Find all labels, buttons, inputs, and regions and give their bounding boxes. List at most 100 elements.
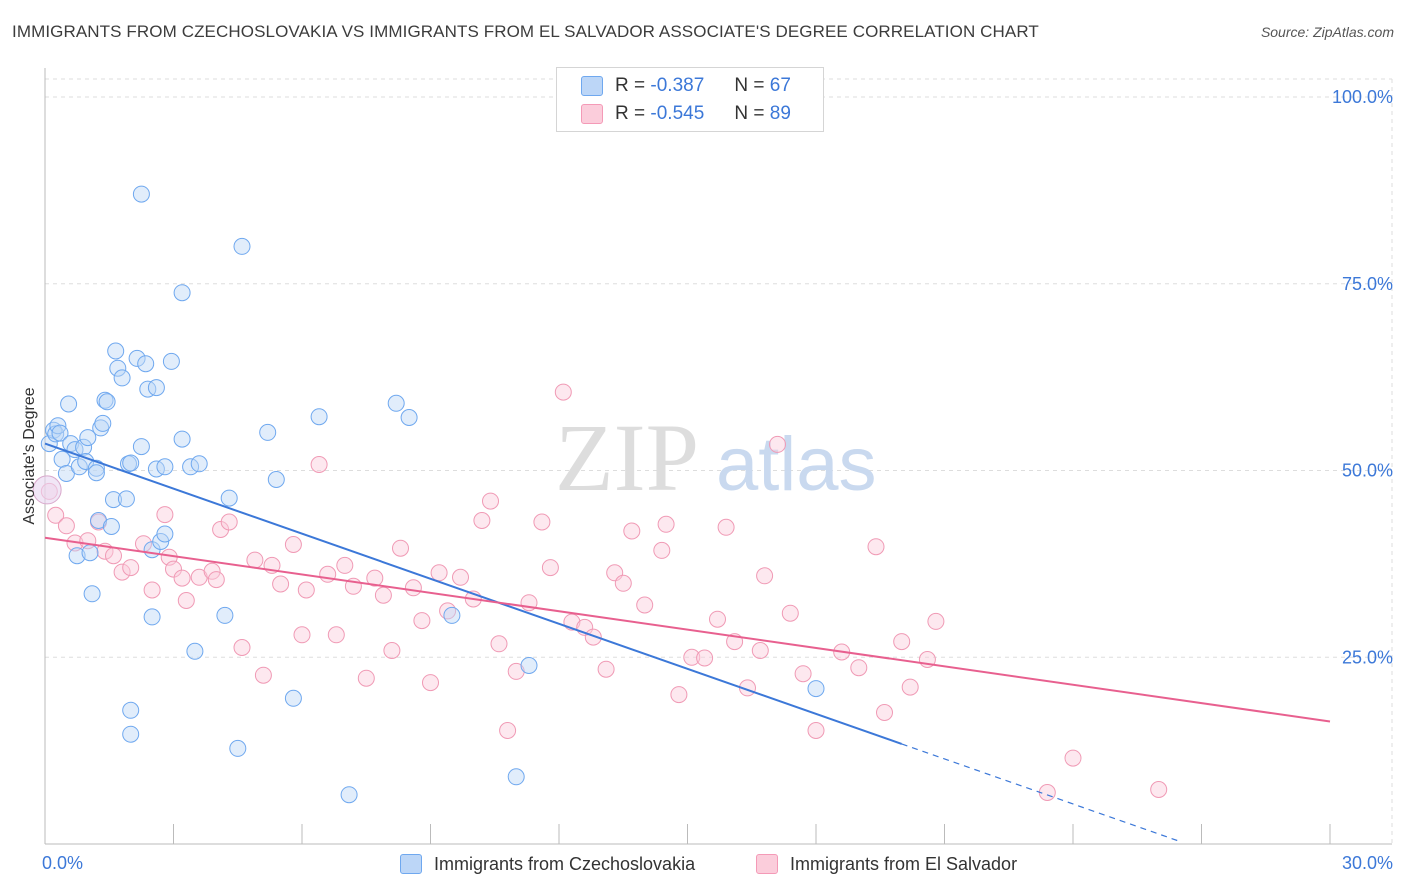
el-salvador-point xyxy=(422,674,439,692)
el-salvador-point xyxy=(272,575,290,593)
czechoslovakia-point xyxy=(143,608,161,626)
legend-row-el-salvador: R = -0.545 N = 89 xyxy=(557,100,791,128)
legend-n-value: 89 xyxy=(769,103,791,124)
czechoslovakia-point xyxy=(40,435,58,453)
y-axis-label: Associate's Degree xyxy=(21,387,38,524)
czechoslovakia-point xyxy=(68,547,86,565)
el-salvador-point xyxy=(207,571,225,589)
el-salvador-point xyxy=(310,456,328,473)
el-salvador-point xyxy=(1150,781,1168,798)
el-salvador-point xyxy=(297,581,315,599)
czechoslovakia-point xyxy=(132,438,150,456)
czechoslovakia-point xyxy=(128,349,146,367)
el-salvador-point xyxy=(404,579,422,597)
trend-lines xyxy=(44,442,1331,843)
bottom-legend-czechoslovakia: Immigrants from Czechoslovakia xyxy=(400,850,695,878)
series-czechoslovakia-points xyxy=(40,185,825,804)
el-salvador-point xyxy=(105,547,122,565)
czechoslovakia-point xyxy=(162,352,180,370)
czechoslovakia-point xyxy=(137,355,155,373)
el-salvador-point xyxy=(850,659,868,677)
el-salvador-point xyxy=(1064,749,1082,767)
el-salvador-point xyxy=(122,559,140,577)
el-salvador-point xyxy=(490,635,508,653)
el-salvador-point xyxy=(867,538,885,556)
czechoslovakia-point xyxy=(520,657,538,674)
el-salvador-point xyxy=(717,518,735,536)
czechoslovakia-point xyxy=(132,185,150,203)
legend-r-label: R = xyxy=(615,75,646,96)
el-salvador-point xyxy=(927,612,945,630)
el-salvador-point xyxy=(430,564,448,582)
czechoslovakia-point xyxy=(387,394,405,412)
czechoslovakia-point xyxy=(92,419,110,437)
czechoslovakia-point xyxy=(173,430,191,448)
czechoslovakia-point xyxy=(109,359,127,377)
czechoslovakia-point xyxy=(87,464,105,482)
correlation-legend: R = -0.387 N = 67 R = -0.545 N = 89 xyxy=(556,67,824,132)
czechoslovakia-point xyxy=(60,395,78,413)
legend-r-value: -0.387 xyxy=(650,75,705,96)
czechoslovakia-point xyxy=(173,284,191,302)
legend-n-value: 67 xyxy=(769,75,791,96)
watermark-zip: ZIP xyxy=(555,404,699,511)
y-tick-label: 100.0% xyxy=(1332,87,1393,107)
czechoslovakia-point xyxy=(117,490,135,508)
el-salvador-point xyxy=(374,586,392,604)
el-salvador-point xyxy=(452,568,469,586)
el-salvador-point xyxy=(220,513,238,531)
el-salvador-point xyxy=(47,506,65,524)
czechoslovakia-point xyxy=(102,518,120,535)
czechoslovakia-point xyxy=(122,454,140,472)
legend-n-label: N = xyxy=(734,75,765,96)
el-salvador-point xyxy=(554,383,572,401)
watermark: ZIP atlas xyxy=(555,404,877,511)
czechoslovakia-point xyxy=(79,429,97,447)
trend-line-czechoslovakia xyxy=(44,442,902,745)
el-salvador-point xyxy=(203,562,221,580)
el-salvador-point xyxy=(636,596,654,614)
legend-row-czechoslovakia: R = -0.387 N = 67 xyxy=(557,72,791,100)
axes xyxy=(44,68,1392,845)
bottom-legend-label-czechoslovakia: Immigrants from Czechoslovakia xyxy=(434,853,696,874)
el-salvador-point xyxy=(473,512,491,529)
bottom-legend-swatch-czechoslovakia xyxy=(400,854,422,874)
legend-r-label: R = xyxy=(615,103,646,124)
x-tick-label: 30.0% xyxy=(1342,853,1393,873)
el-salvador-point xyxy=(392,539,409,557)
el-salvador-point xyxy=(876,704,893,721)
czechoslovakia-point xyxy=(98,393,116,411)
czechoslovakia-point xyxy=(807,680,825,698)
el-salvador-point xyxy=(284,536,302,553)
czechoslovakia-point xyxy=(122,701,140,719)
czechoslovakia-point xyxy=(107,342,125,360)
czechoslovakia-point xyxy=(229,739,247,757)
czechoslovakia-point xyxy=(220,489,238,507)
el-salvador-point xyxy=(482,492,499,510)
el-salvador-point xyxy=(597,660,615,678)
el-salvador-point xyxy=(327,626,345,644)
czechoslovakia-point xyxy=(340,786,358,804)
el-salvador-point xyxy=(756,567,774,585)
el-salvador-point xyxy=(709,610,726,628)
czechoslovakia-point xyxy=(216,606,234,624)
y-tick-label: 75.0% xyxy=(1342,274,1393,294)
el-salvador-point xyxy=(670,686,688,704)
legend-r-value: -0.545 xyxy=(650,103,705,124)
czechoslovakia-point xyxy=(94,414,112,432)
y-tick-label: 50.0% xyxy=(1342,461,1393,481)
el-salvador-point xyxy=(901,678,919,696)
el-salvador-point xyxy=(156,506,174,524)
el-salvador-point xyxy=(683,648,701,666)
x-tick-label: 0.0% xyxy=(42,853,83,873)
el-salvador-point xyxy=(807,722,825,739)
trend-line-el-salvador xyxy=(44,536,1331,723)
czechoslovakia-point xyxy=(156,525,174,543)
bottom-legend-swatch-el-salvador xyxy=(756,854,778,874)
series-el-salvador-points xyxy=(32,383,1168,801)
legend-n-label: N = xyxy=(734,103,765,124)
el-salvador-point xyxy=(113,563,131,581)
el-salvador-point xyxy=(233,639,251,656)
el-salvador-point xyxy=(499,722,517,739)
